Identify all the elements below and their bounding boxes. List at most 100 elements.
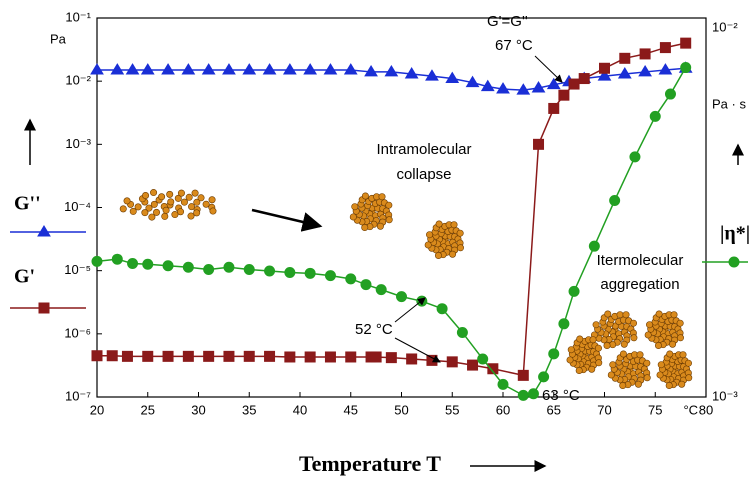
y-tick-label: 10⁻³ <box>65 136 91 151</box>
blob-bead <box>172 211 178 217</box>
x-axis-label: Temperature T <box>299 451 441 476</box>
point <box>569 79 579 89</box>
blob-bead <box>120 206 126 212</box>
point <box>346 352 356 362</box>
point <box>600 63 610 73</box>
blob-bead <box>631 335 637 341</box>
blob-bead <box>623 311 629 317</box>
y-tick-label: 10⁻⁴ <box>64 199 91 214</box>
blob-bead <box>158 194 164 200</box>
blob-bead <box>645 332 651 338</box>
blob-bead <box>426 231 432 237</box>
blob-bead <box>637 351 643 357</box>
blob-bead <box>610 341 616 347</box>
point <box>325 352 335 362</box>
point <box>457 327 467 337</box>
blob-bead <box>677 335 683 341</box>
point <box>681 38 691 48</box>
point <box>243 64 255 74</box>
blob-bead <box>436 221 442 227</box>
blob-bead <box>590 336 596 342</box>
annotation: 63 °C <box>542 387 580 404</box>
blob-bead <box>567 357 573 363</box>
point <box>468 360 478 370</box>
point <box>478 354 488 364</box>
point <box>518 370 528 380</box>
blob-bead <box>142 209 148 215</box>
point <box>285 352 295 362</box>
point <box>660 43 670 53</box>
blob-bead <box>589 366 595 372</box>
x-tick-label: 30 <box>191 402 205 417</box>
point <box>518 390 528 400</box>
y-tick-label: 10⁻¹ <box>65 9 91 24</box>
point <box>407 354 417 364</box>
point <box>559 90 569 100</box>
point <box>681 63 691 73</box>
point <box>142 64 154 74</box>
x-tick-label: 25 <box>141 402 155 417</box>
blob-bead <box>186 194 192 200</box>
blob-bead <box>630 320 636 326</box>
blob-bead <box>657 372 663 378</box>
blob-bead <box>596 360 602 366</box>
blob-bead <box>379 193 385 199</box>
point <box>111 64 123 74</box>
point <box>183 351 193 361</box>
blob-bead <box>666 382 672 388</box>
blob-bead <box>680 351 686 357</box>
blob-bead <box>617 311 623 317</box>
blob-bead <box>604 342 610 348</box>
point <box>325 271 335 281</box>
point <box>610 195 620 205</box>
blob-bead <box>685 360 691 366</box>
blob-bead <box>658 361 664 367</box>
blob-bead <box>656 311 662 317</box>
point <box>224 262 234 272</box>
blob-bead <box>595 345 601 351</box>
blob-bead <box>386 217 392 223</box>
blob-bead <box>352 203 358 209</box>
point <box>244 264 254 274</box>
blob-bead <box>449 251 455 257</box>
annotation: Itermolecular <box>597 252 684 269</box>
blob-bead <box>620 351 626 357</box>
point <box>640 49 650 59</box>
point <box>143 259 153 269</box>
blob-bead <box>168 199 174 205</box>
blob-bead <box>671 311 677 317</box>
point <box>265 351 275 361</box>
point <box>264 64 276 74</box>
annotation: 52 °C <box>355 321 393 338</box>
blob-bead <box>605 311 611 317</box>
point <box>589 241 599 251</box>
point <box>620 53 630 63</box>
blob-bead <box>610 361 616 367</box>
blob-bead <box>210 208 216 214</box>
point <box>324 64 336 74</box>
annotation: Intramolecular <box>376 141 471 158</box>
blob-bead <box>193 210 199 216</box>
blob-bead <box>667 351 673 357</box>
point <box>305 268 315 278</box>
x-tick-label: 35 <box>242 402 256 417</box>
point <box>361 280 371 290</box>
point <box>304 64 316 74</box>
blob-bead <box>457 230 463 236</box>
point <box>204 264 214 274</box>
blob-bead <box>209 197 215 203</box>
x-tick-label: 20 <box>90 402 104 417</box>
point <box>346 274 356 284</box>
blob-bead <box>377 223 383 229</box>
x-tick-label: 40 <box>293 402 307 417</box>
x-tick-label: 65 <box>547 402 561 417</box>
blob-bead <box>150 189 156 195</box>
blob-bead <box>655 342 661 348</box>
blob-bead <box>644 360 650 366</box>
point <box>397 292 407 302</box>
blob-bead <box>576 367 582 373</box>
blob-bead <box>677 320 683 326</box>
point <box>665 89 675 99</box>
point <box>569 286 579 296</box>
x-tick-label: 75 <box>648 402 662 417</box>
